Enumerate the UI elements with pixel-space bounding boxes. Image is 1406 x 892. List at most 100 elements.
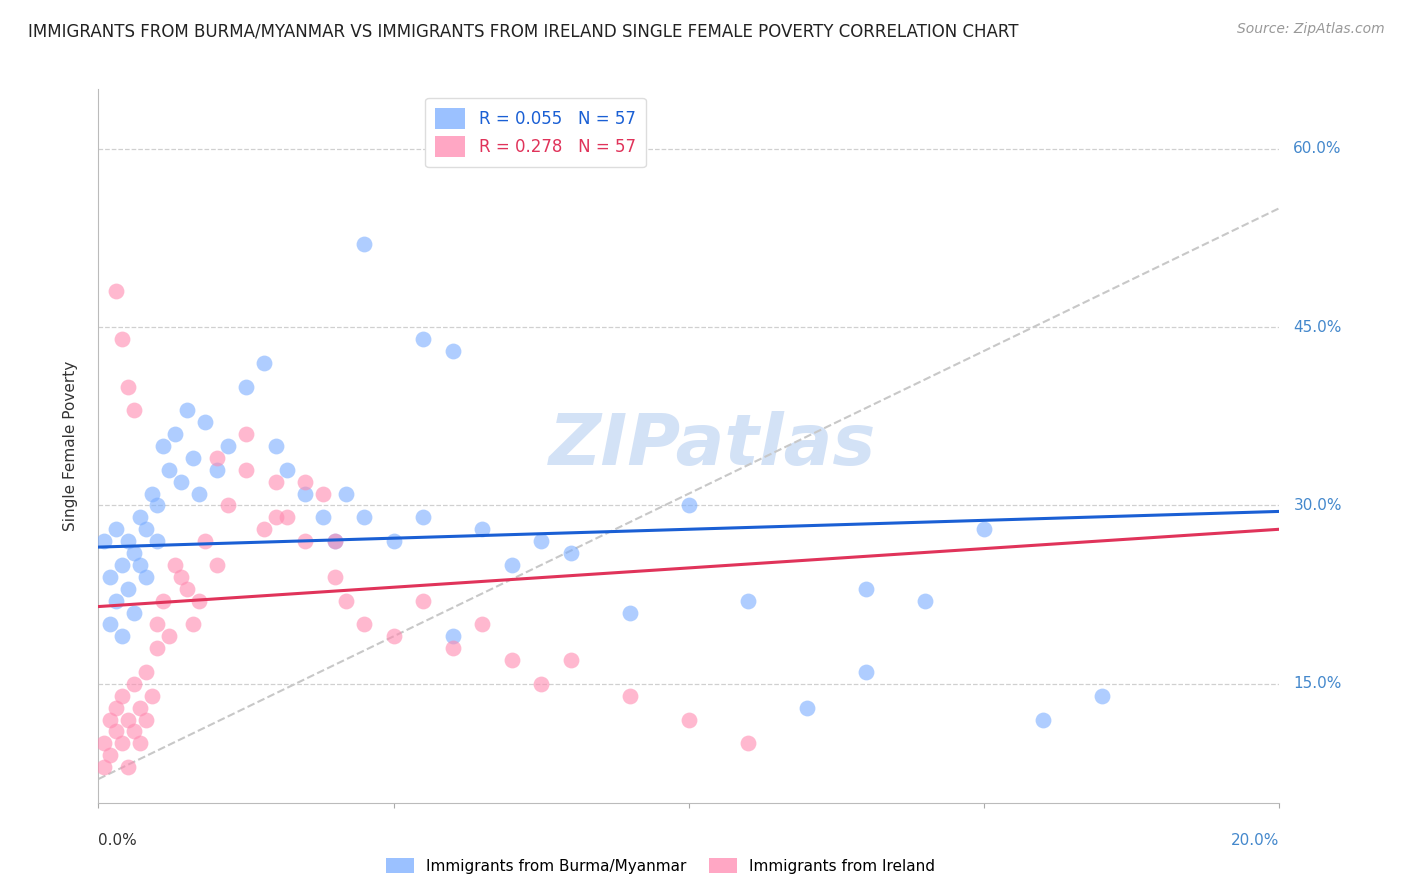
Point [93, 534, 115, 549]
Point [135, 522, 157, 536]
Point [135, 570, 157, 584]
Point [98, 748, 121, 763]
Point [176, 403, 198, 417]
Point [105, 285, 128, 299]
Point [170, 570, 193, 584]
Point [105, 522, 128, 536]
Point [128, 700, 150, 714]
Point [98, 713, 121, 727]
Point [353, 236, 375, 251]
Point [117, 760, 139, 774]
Y-axis label: Single Female Poverty: Single Female Poverty [63, 361, 77, 531]
Point [235, 427, 257, 442]
Text: 20.0%: 20.0% [1232, 832, 1279, 847]
Point [412, 593, 434, 607]
Point [323, 534, 346, 549]
Point [501, 653, 523, 667]
Point [530, 677, 553, 691]
Point [111, 332, 134, 346]
Point [205, 450, 228, 465]
Point [117, 582, 139, 596]
Point [105, 724, 128, 739]
Point [117, 379, 139, 393]
Point [471, 522, 494, 536]
Point [111, 689, 134, 703]
Point [141, 689, 163, 703]
Point [105, 700, 128, 714]
Point [122, 546, 145, 560]
Point [111, 736, 134, 750]
Point [128, 510, 150, 524]
Point [678, 499, 700, 513]
Point [235, 463, 257, 477]
Point [122, 606, 145, 620]
Point [181, 450, 204, 465]
Point [441, 641, 464, 656]
Point [187, 593, 209, 607]
Point [170, 475, 193, 489]
Point [441, 629, 464, 643]
Point [235, 379, 257, 393]
Point [471, 617, 494, 632]
Point [253, 522, 276, 536]
Point [146, 641, 169, 656]
Point [181, 617, 204, 632]
Point [382, 534, 405, 549]
Point [122, 677, 145, 691]
Point [205, 463, 228, 477]
Point [353, 617, 375, 632]
Point [157, 463, 180, 477]
Text: 45.0%: 45.0% [1294, 319, 1341, 334]
Point [165, 558, 187, 572]
Point [678, 713, 700, 727]
Point [323, 570, 346, 584]
Point [619, 606, 641, 620]
Point [217, 439, 239, 453]
Point [796, 700, 818, 714]
Point [157, 629, 180, 643]
Point [530, 534, 553, 549]
Point [128, 736, 150, 750]
Point [205, 558, 228, 572]
Point [276, 463, 298, 477]
Point [146, 499, 169, 513]
Point [560, 653, 582, 667]
Point [294, 475, 316, 489]
Point [141, 486, 163, 500]
Point [294, 486, 316, 500]
Point [312, 510, 335, 524]
Point [146, 534, 169, 549]
Point [914, 593, 936, 607]
Point [737, 736, 759, 750]
Point [312, 486, 335, 500]
Point [98, 617, 121, 632]
Point [264, 475, 287, 489]
Point [217, 499, 239, 513]
Point [111, 629, 134, 643]
Point [152, 439, 174, 453]
Point [135, 713, 157, 727]
Point [501, 558, 523, 572]
Point [264, 439, 287, 453]
Text: 60.0%: 60.0% [1294, 141, 1341, 156]
Point [194, 534, 217, 549]
Text: 0.0%: 0.0% [98, 832, 138, 847]
Point [122, 403, 145, 417]
Point [335, 486, 357, 500]
Point [165, 427, 187, 442]
Point [117, 713, 139, 727]
Point [176, 582, 198, 596]
Point [105, 593, 128, 607]
Point [93, 736, 115, 750]
Text: Source: ZipAtlas.com: Source: ZipAtlas.com [1237, 22, 1385, 37]
Point [146, 617, 169, 632]
Point [117, 534, 139, 549]
Point [382, 629, 405, 643]
Legend: R = 0.055   N = 57, R = 0.278   N = 57: R = 0.055 N = 57, R = 0.278 N = 57 [425, 97, 645, 167]
Text: 30.0%: 30.0% [1294, 498, 1341, 513]
Point [128, 558, 150, 572]
Point [98, 570, 121, 584]
Point [323, 534, 346, 549]
Point [973, 522, 995, 536]
Legend: Immigrants from Burma/Myanmar, Immigrants from Ireland: Immigrants from Burma/Myanmar, Immigrant… [381, 852, 941, 880]
